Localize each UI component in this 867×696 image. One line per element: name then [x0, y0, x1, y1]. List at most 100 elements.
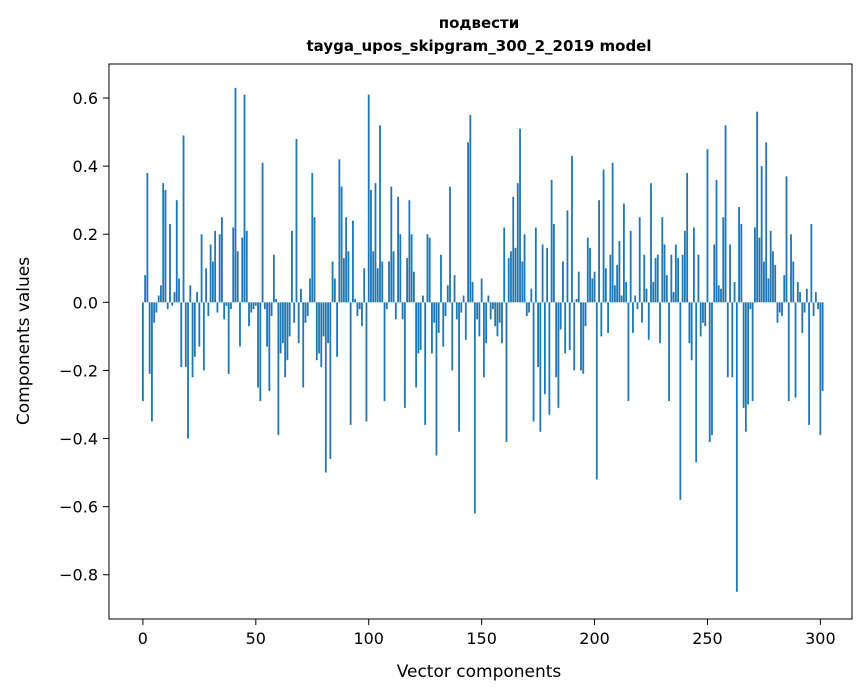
bar-168 — [521, 261, 524, 303]
bar-230 — [661, 217, 664, 303]
bar-214 — [625, 281, 628, 303]
bar-100 — [367, 94, 370, 303]
bar-210 — [616, 264, 619, 303]
bar-219 — [636, 302, 639, 310]
bar-107 — [383, 302, 386, 402]
bar-64 — [286, 302, 289, 361]
bar-297 — [812, 302, 815, 316]
bar-98 — [363, 268, 366, 303]
bar-81 — [324, 302, 327, 473]
bar-221 — [641, 302, 643, 323]
bar-281 — [776, 302, 779, 323]
bar-43 — [239, 302, 241, 347]
bar-123 — [419, 302, 422, 351]
bar-125 — [424, 302, 427, 425]
bar-47 — [248, 302, 250, 327]
bar-28 — [205, 268, 208, 303]
bar-36 — [223, 302, 226, 320]
bar-114 — [399, 234, 402, 303]
bar-90 — [345, 217, 348, 303]
bar-240 — [683, 230, 686, 303]
bar-17 — [180, 302, 183, 368]
bar-200 — [593, 271, 596, 303]
bar-268 — [747, 302, 750, 405]
bar-66 — [291, 230, 293, 303]
bar-118 — [408, 200, 411, 303]
bar-10 — [164, 189, 167, 303]
bar-120 — [412, 271, 415, 303]
bar-34 — [218, 234, 221, 303]
bar-253 — [713, 244, 716, 303]
bar-262 — [733, 281, 736, 303]
bar-152 — [485, 302, 488, 344]
bar-86 — [336, 302, 338, 357]
bar-38 — [227, 302, 230, 374]
bar-137 — [451, 302, 454, 371]
bar-91 — [347, 251, 350, 303]
bar-181 — [550, 179, 553, 303]
bar-95 — [356, 302, 359, 316]
bar-237 — [677, 258, 680, 303]
bar-212 — [620, 295, 623, 303]
bar-194 — [580, 302, 582, 371]
bar-144 — [467, 142, 469, 303]
bar-167 — [519, 128, 521, 303]
x-axis-label: Vector components — [397, 662, 562, 682]
bar-148 — [476, 302, 479, 320]
bar-275 — [763, 261, 765, 303]
bar-164 — [512, 196, 515, 303]
bar-234 — [670, 254, 673, 303]
bar-170 — [525, 302, 528, 316]
bar-247 — [699, 302, 702, 337]
bar-9 — [162, 183, 165, 303]
bar-195 — [582, 302, 585, 374]
y-tick-label: 0.2 — [73, 225, 98, 244]
bar-192 — [575, 298, 578, 303]
bar-201 — [595, 302, 598, 480]
bar-228 — [656, 254, 659, 303]
bar-171 — [528, 302, 530, 313]
bar-119 — [410, 234, 413, 303]
bar-190 — [571, 155, 573, 303]
bar-121 — [415, 302, 418, 388]
bar-62 — [281, 302, 284, 344]
bar-293 — [803, 302, 806, 313]
bar-291 — [799, 292, 801, 303]
bar-132 — [440, 254, 442, 303]
bar-13 — [171, 302, 174, 306]
bar-209 — [613, 285, 616, 303]
bar-112 — [394, 302, 397, 320]
bar-78 — [318, 302, 320, 354]
bar-276 — [765, 142, 768, 303]
bar-25 — [198, 302, 201, 347]
y-tick-label: −0.2 — [59, 361, 98, 380]
bar-51 — [257, 302, 259, 388]
bar-76 — [313, 217, 316, 303]
bar-235 — [672, 292, 675, 303]
bar-191 — [573, 302, 576, 371]
bar-8 — [160, 285, 162, 303]
bar-261 — [731, 302, 734, 378]
bar-82 — [327, 302, 329, 344]
x-axis-ticks: 0 50 100 150 200 250 300 — [138, 619, 836, 648]
bar-153 — [487, 295, 490, 303]
bar-284 — [783, 275, 786, 303]
bar-267 — [744, 302, 747, 432]
bar-292 — [801, 302, 804, 333]
bar-301 — [821, 302, 824, 391]
bar-32 — [214, 230, 217, 303]
bar-286 — [787, 302, 790, 402]
bar-39 — [230, 302, 232, 310]
bar-290 — [796, 281, 799, 303]
bar-147 — [473, 302, 476, 514]
bar-21 — [189, 285, 192, 303]
chart-title: подвести — [439, 14, 520, 32]
bar-16 — [178, 278, 180, 303]
bar-215 — [627, 302, 630, 402]
bar-178 — [543, 302, 546, 395]
bar-189 — [568, 302, 571, 351]
bar-271 — [753, 227, 756, 303]
bar-274 — [760, 166, 763, 303]
bar-54 — [263, 302, 266, 310]
bar-227 — [654, 258, 657, 303]
